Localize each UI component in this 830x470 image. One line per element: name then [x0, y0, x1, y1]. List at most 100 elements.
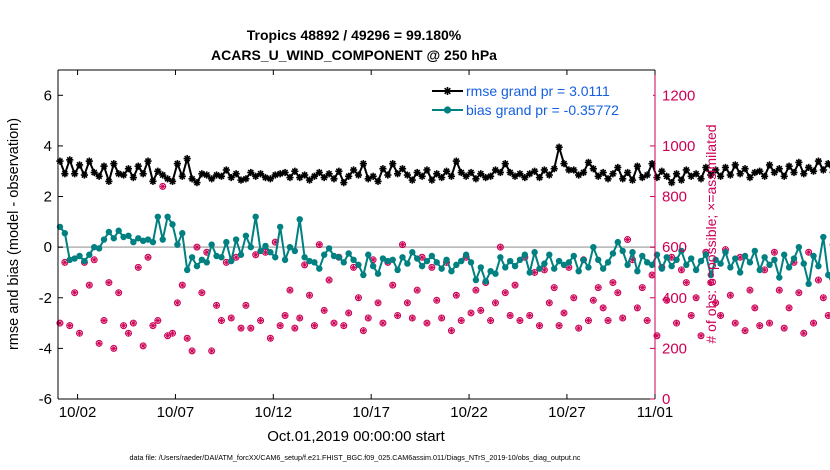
obs-assimilated-point [110, 345, 117, 352]
bias-point [820, 233, 827, 241]
bias-point [135, 235, 142, 242]
bias-point [776, 274, 783, 281]
obs-possible-point [457, 317, 465, 325]
obs-possible-point [76, 329, 84, 337]
bias-point [276, 223, 284, 231]
rmse-point [389, 160, 397, 168]
rmse-point [394, 170, 402, 178]
rmse-point [124, 165, 133, 173]
obs-assimilated-point [551, 284, 557, 291]
bias-point [741, 252, 749, 260]
rmse-point [286, 173, 294, 182]
obs-assimilated-point [76, 330, 83, 336]
obs-possible-point [609, 279, 617, 287]
bias-point [330, 252, 338, 260]
obs-assimilated-point [473, 287, 479, 293]
obs-assimilated-point [184, 335, 190, 342]
rmse-point [677, 176, 686, 184]
rmse-point [261, 173, 270, 182]
bias-point [516, 256, 524, 264]
rmse-point [301, 171, 309, 179]
bias-point [663, 254, 670, 261]
bias-point [629, 249, 636, 256]
obs-possible-point [296, 314, 304, 322]
rmse-point [85, 157, 93, 165]
obs-assimilated-point [468, 310, 474, 316]
obs-assimilated-point [507, 312, 513, 319]
rmse-point [819, 166, 827, 174]
bias-point [365, 251, 372, 258]
bias-point [668, 262, 675, 270]
obs-possible-point [584, 317, 592, 325]
bias-point [418, 262, 426, 270]
rmse-point [668, 179, 676, 187]
obs-possible-point [766, 319, 774, 327]
x-tick-label: 10/02 [59, 404, 97, 421]
bias-point [198, 256, 206, 264]
bias-point [413, 255, 421, 262]
rmse-point [129, 173, 137, 182]
obs-assimilated-point [453, 292, 460, 299]
obs-possible-point [124, 329, 132, 337]
bias-point [697, 257, 705, 265]
obs-assimilated-point [375, 300, 381, 306]
obs-possible-point [208, 347, 216, 355]
right-y-tick-label: 800 [662, 189, 687, 206]
obs-possible-point [511, 281, 519, 289]
bias-point [188, 254, 196, 261]
obs-assimilated-point [66, 322, 73, 329]
bias-point [86, 251, 93, 258]
obs-possible-point [408, 314, 416, 322]
rmse-point [702, 163, 710, 172]
bias-point [154, 213, 162, 220]
rmse-point [800, 170, 808, 178]
rmse-point [320, 173, 328, 182]
obs-possible-point [100, 317, 108, 325]
bias-point [580, 256, 587, 264]
rmse-point [731, 161, 739, 169]
rmse-point [139, 170, 147, 178]
rmse-point [477, 170, 485, 178]
obs-assimilated-point [130, 320, 137, 326]
bias-point [810, 252, 817, 260]
obs-assimilated-point [752, 305, 758, 311]
rmse-point [653, 173, 661, 182]
obs-assimilated-point [800, 330, 807, 336]
rmse-point [227, 173, 235, 182]
rmse-point [491, 166, 500, 174]
bias-point [771, 256, 778, 264]
rmse-point [628, 176, 637, 184]
rmse-point [721, 163, 730, 172]
right-y-tick-label: 600 [662, 239, 687, 256]
rmse-point [506, 168, 514, 177]
bias-point [174, 241, 181, 248]
obs-assimilated-point [208, 348, 215, 354]
obs-assimilated-point [394, 312, 401, 319]
obs-possible-point [257, 317, 265, 325]
rmse-point [697, 175, 705, 183]
rmse-point [95, 172, 103, 180]
x-tick-label: 11/01 [637, 404, 673, 421]
bias-point [311, 259, 318, 266]
obs-possible-point [193, 243, 201, 251]
obs-assimilated-point [389, 282, 396, 288]
obs-possible-point [731, 319, 739, 327]
obs-possible-point [252, 251, 260, 259]
rmse-point [726, 171, 734, 179]
obs-assimilated-point [404, 300, 411, 306]
obs-possible-point [340, 322, 348, 330]
obs-assimilated-point [678, 267, 685, 273]
obs-assimilated-point [644, 317, 650, 324]
obs-assimilated-point [805, 249, 812, 256]
bias-point [252, 213, 259, 220]
rmse-point [560, 160, 568, 168]
bias-point [805, 280, 812, 288]
x-tick-label: 10/12 [255, 404, 293, 421]
obs-assimilated-point [536, 322, 543, 329]
rmse-point [648, 160, 656, 168]
bias-point [707, 271, 714, 279]
obs-assimilated-point [86, 282, 93, 288]
obs-assimilated-point [786, 305, 792, 311]
rmse-point [90, 168, 98, 177]
rmse-point [247, 168, 255, 177]
